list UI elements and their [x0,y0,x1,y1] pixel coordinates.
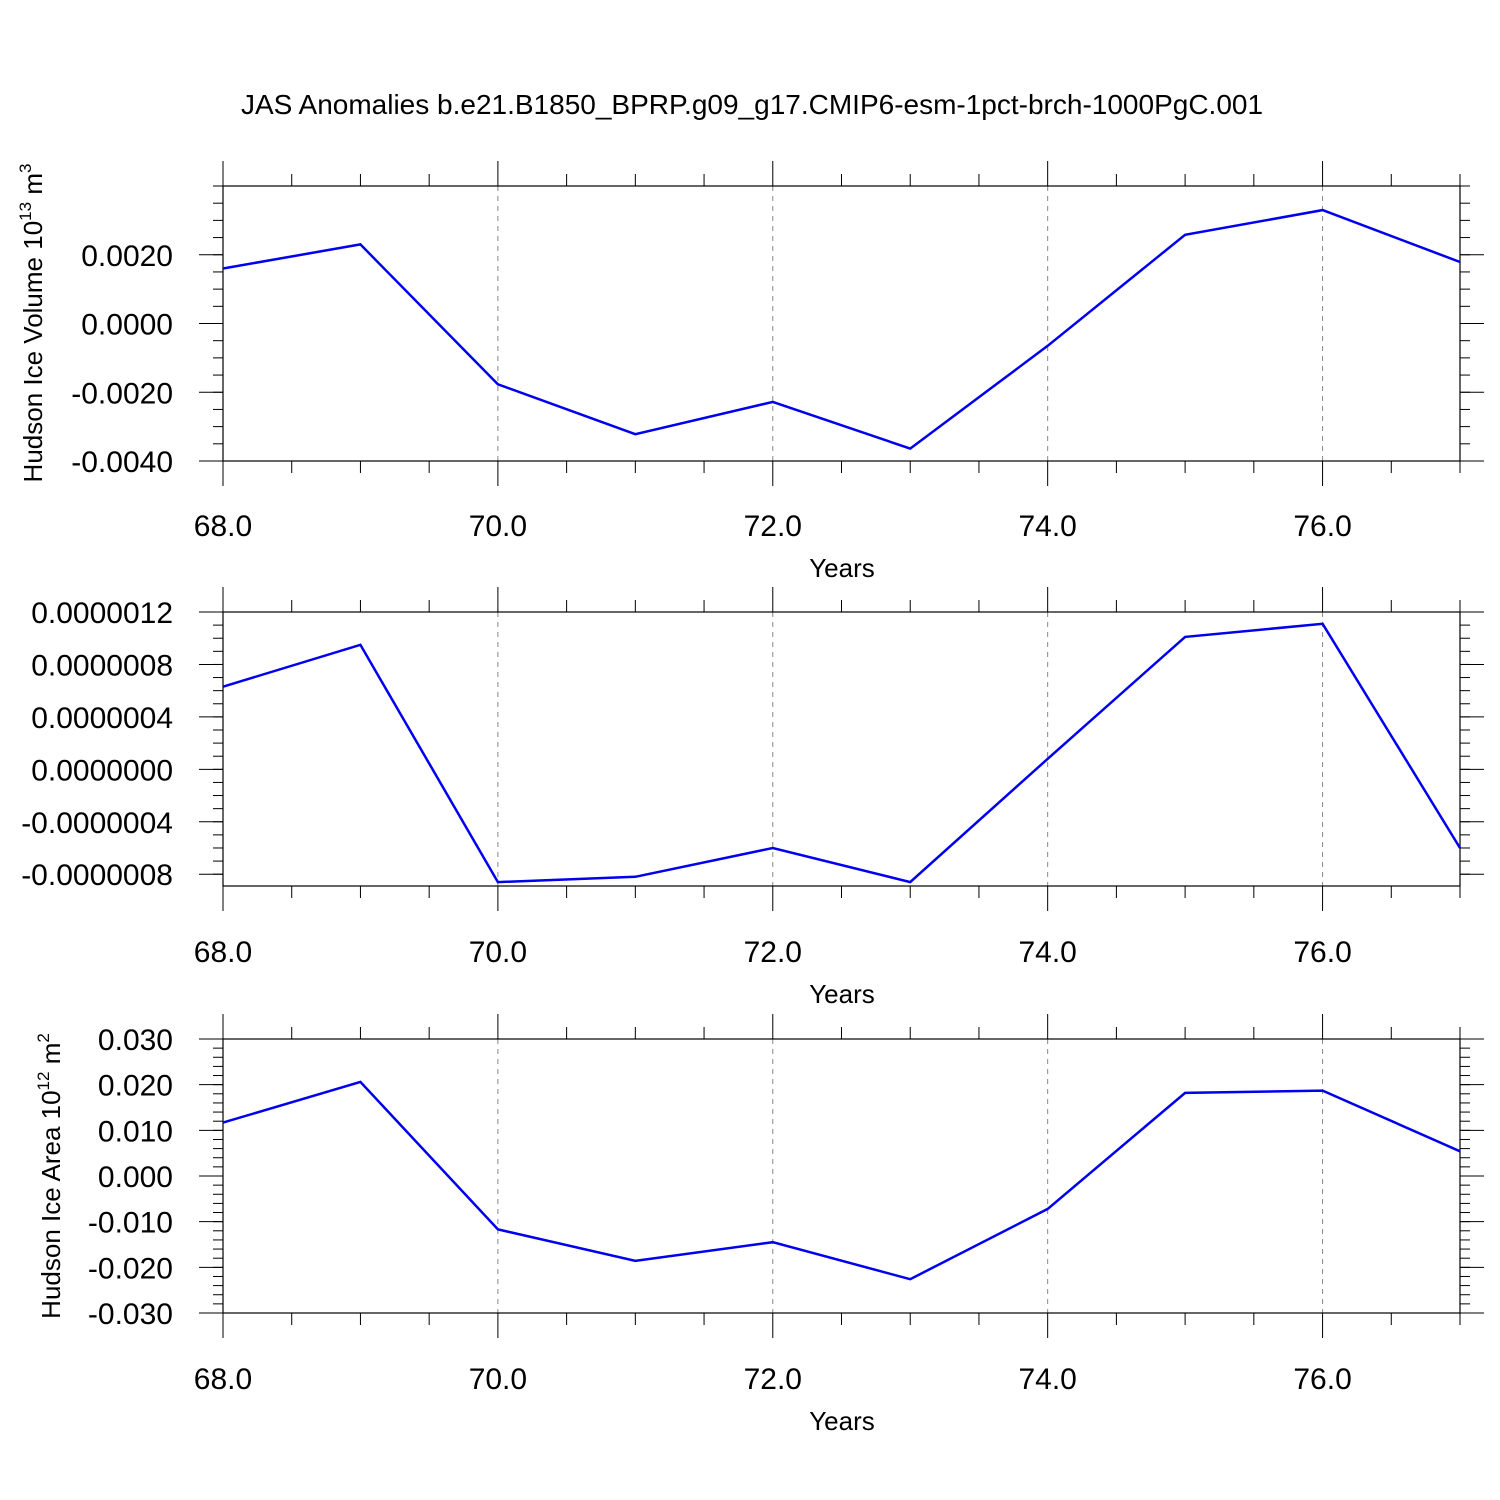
y-tick-label: -0.0000004 [21,807,173,840]
x-tick-label: 72.0 [744,936,802,969]
y-axis-label-part: m [36,1043,66,1072]
data-point [1183,233,1187,237]
data-point [496,1227,500,1231]
y-axis-label: Hudson Ice Area 1012 m2 [34,1033,66,1319]
x-tick-label: 68.0 [194,1363,252,1396]
y-axis-label: Hudson Ice Volume 1013 m3 [16,164,48,483]
x-tick-label: 70.0 [469,1363,527,1396]
y-tick-label: 0.0000000 [31,754,173,787]
data-point [771,846,775,850]
data-point [1046,344,1050,348]
x-axis-label: Years [809,1406,875,1436]
x-tick-label: 70.0 [469,510,527,543]
y-tick-label: -0.010 [88,1207,173,1240]
data-point [1321,208,1325,212]
x-tick-label: 76.0 [1293,936,1351,969]
y-tick-label: 0.030 [98,1024,173,1057]
panel-thickness: 0.0000012 0.0000008 0.0000004 0.0000000 -0.0… [21,587,1484,1009]
y-tick-label: 0.0000008 [31,649,173,682]
y-axis-label-part: Hudson Ice Area 10 [36,1090,66,1318]
x-tick-label: 72.0 [744,1363,802,1396]
x-tick-label: 76.0 [1293,1363,1351,1396]
y-tick-label: 0.000 [98,1161,173,1194]
data-point [1183,635,1187,639]
y-tick-label: -0.020 [88,1252,173,1285]
panel-volume: 0.0020 0.0000 -0.0020 -0.0040 68.0 70.0 72.0 74… [16,161,1484,583]
y-tick-label: -0.0020 [71,377,173,410]
y-tick-label: 0.0000 [81,309,173,342]
x-axis-label: Years [809,979,875,1009]
data-point [633,432,637,436]
x-tick-label: 74.0 [1018,1363,1076,1396]
y-tick-label: 0.0020 [81,240,173,273]
data-point [221,267,225,271]
data-point [908,1277,912,1281]
y-tick-label: 0.0000004 [31,702,173,735]
data-point [1458,1149,1462,1153]
y-tick-label: -0.0040 [71,446,173,479]
x-tick-label: 70.0 [469,936,527,969]
y-axis-label-part: Hudson Ice Volume 10 [18,221,48,483]
plot-frame [222,1038,1461,1314]
data-point [1321,1089,1325,1093]
plot-frame [222,185,1461,462]
series-line-area [222,1080,1461,1281]
panel-area: 0.030 0.020 0.010 0.000 -0.010 -0.020 -0.030 68… [34,1014,1484,1436]
panels: 0.0020 0.0000 -0.0020 -0.0040 68.0 70.0 72.0 74… [16,161,1484,1436]
x-axis-label: Years [809,553,875,583]
data-point [221,685,225,689]
data-point [1458,260,1462,264]
data-point [1321,622,1325,626]
x-tick-label: 72.0 [744,510,802,543]
y-axis-label-superscript: 13 [16,202,35,221]
data-point [908,880,912,884]
chart-title: JAS Anomalies b.e21.B1850_BPRP.g09_g17.C… [241,89,1263,120]
plot-frame [222,611,1461,887]
data-point [496,880,500,884]
data-point [358,242,362,246]
data-point [771,400,775,404]
y-tick-label: 0.0000012 [31,597,173,630]
y-axis-label-part: m [18,173,48,202]
x-tick-label: 68.0 [194,510,252,543]
y-tick-label: 0.010 [98,1115,173,1148]
data-point [1458,846,1462,850]
y-tick-label: -0.030 [88,1298,173,1331]
y-axis-label-superscript: 3 [16,164,35,173]
data-point [358,643,362,647]
data-point [496,382,500,386]
data-point [633,1259,637,1263]
data-point [771,1240,775,1244]
data-point [1046,1207,1050,1211]
y-axis-label-superscript: 2 [34,1033,53,1042]
x-tick-label: 74.0 [1018,936,1076,969]
data-point [358,1080,362,1084]
y-axis-label-superscript: 12 [34,1072,53,1091]
data-point [633,875,637,879]
series-line-thickness [222,622,1462,884]
data-point [908,447,912,451]
x-tick-label: 74.0 [1018,510,1076,543]
data-point [221,1121,225,1125]
series-line-volume [222,208,1461,450]
x-tick-label: 68.0 [194,936,252,969]
x-tick-label: 76.0 [1293,510,1351,543]
y-tick-label: -0.0000008 [21,859,173,892]
data-point [1046,757,1050,761]
y-tick-label: 0.020 [98,1070,173,1103]
data-point [1183,1091,1187,1095]
